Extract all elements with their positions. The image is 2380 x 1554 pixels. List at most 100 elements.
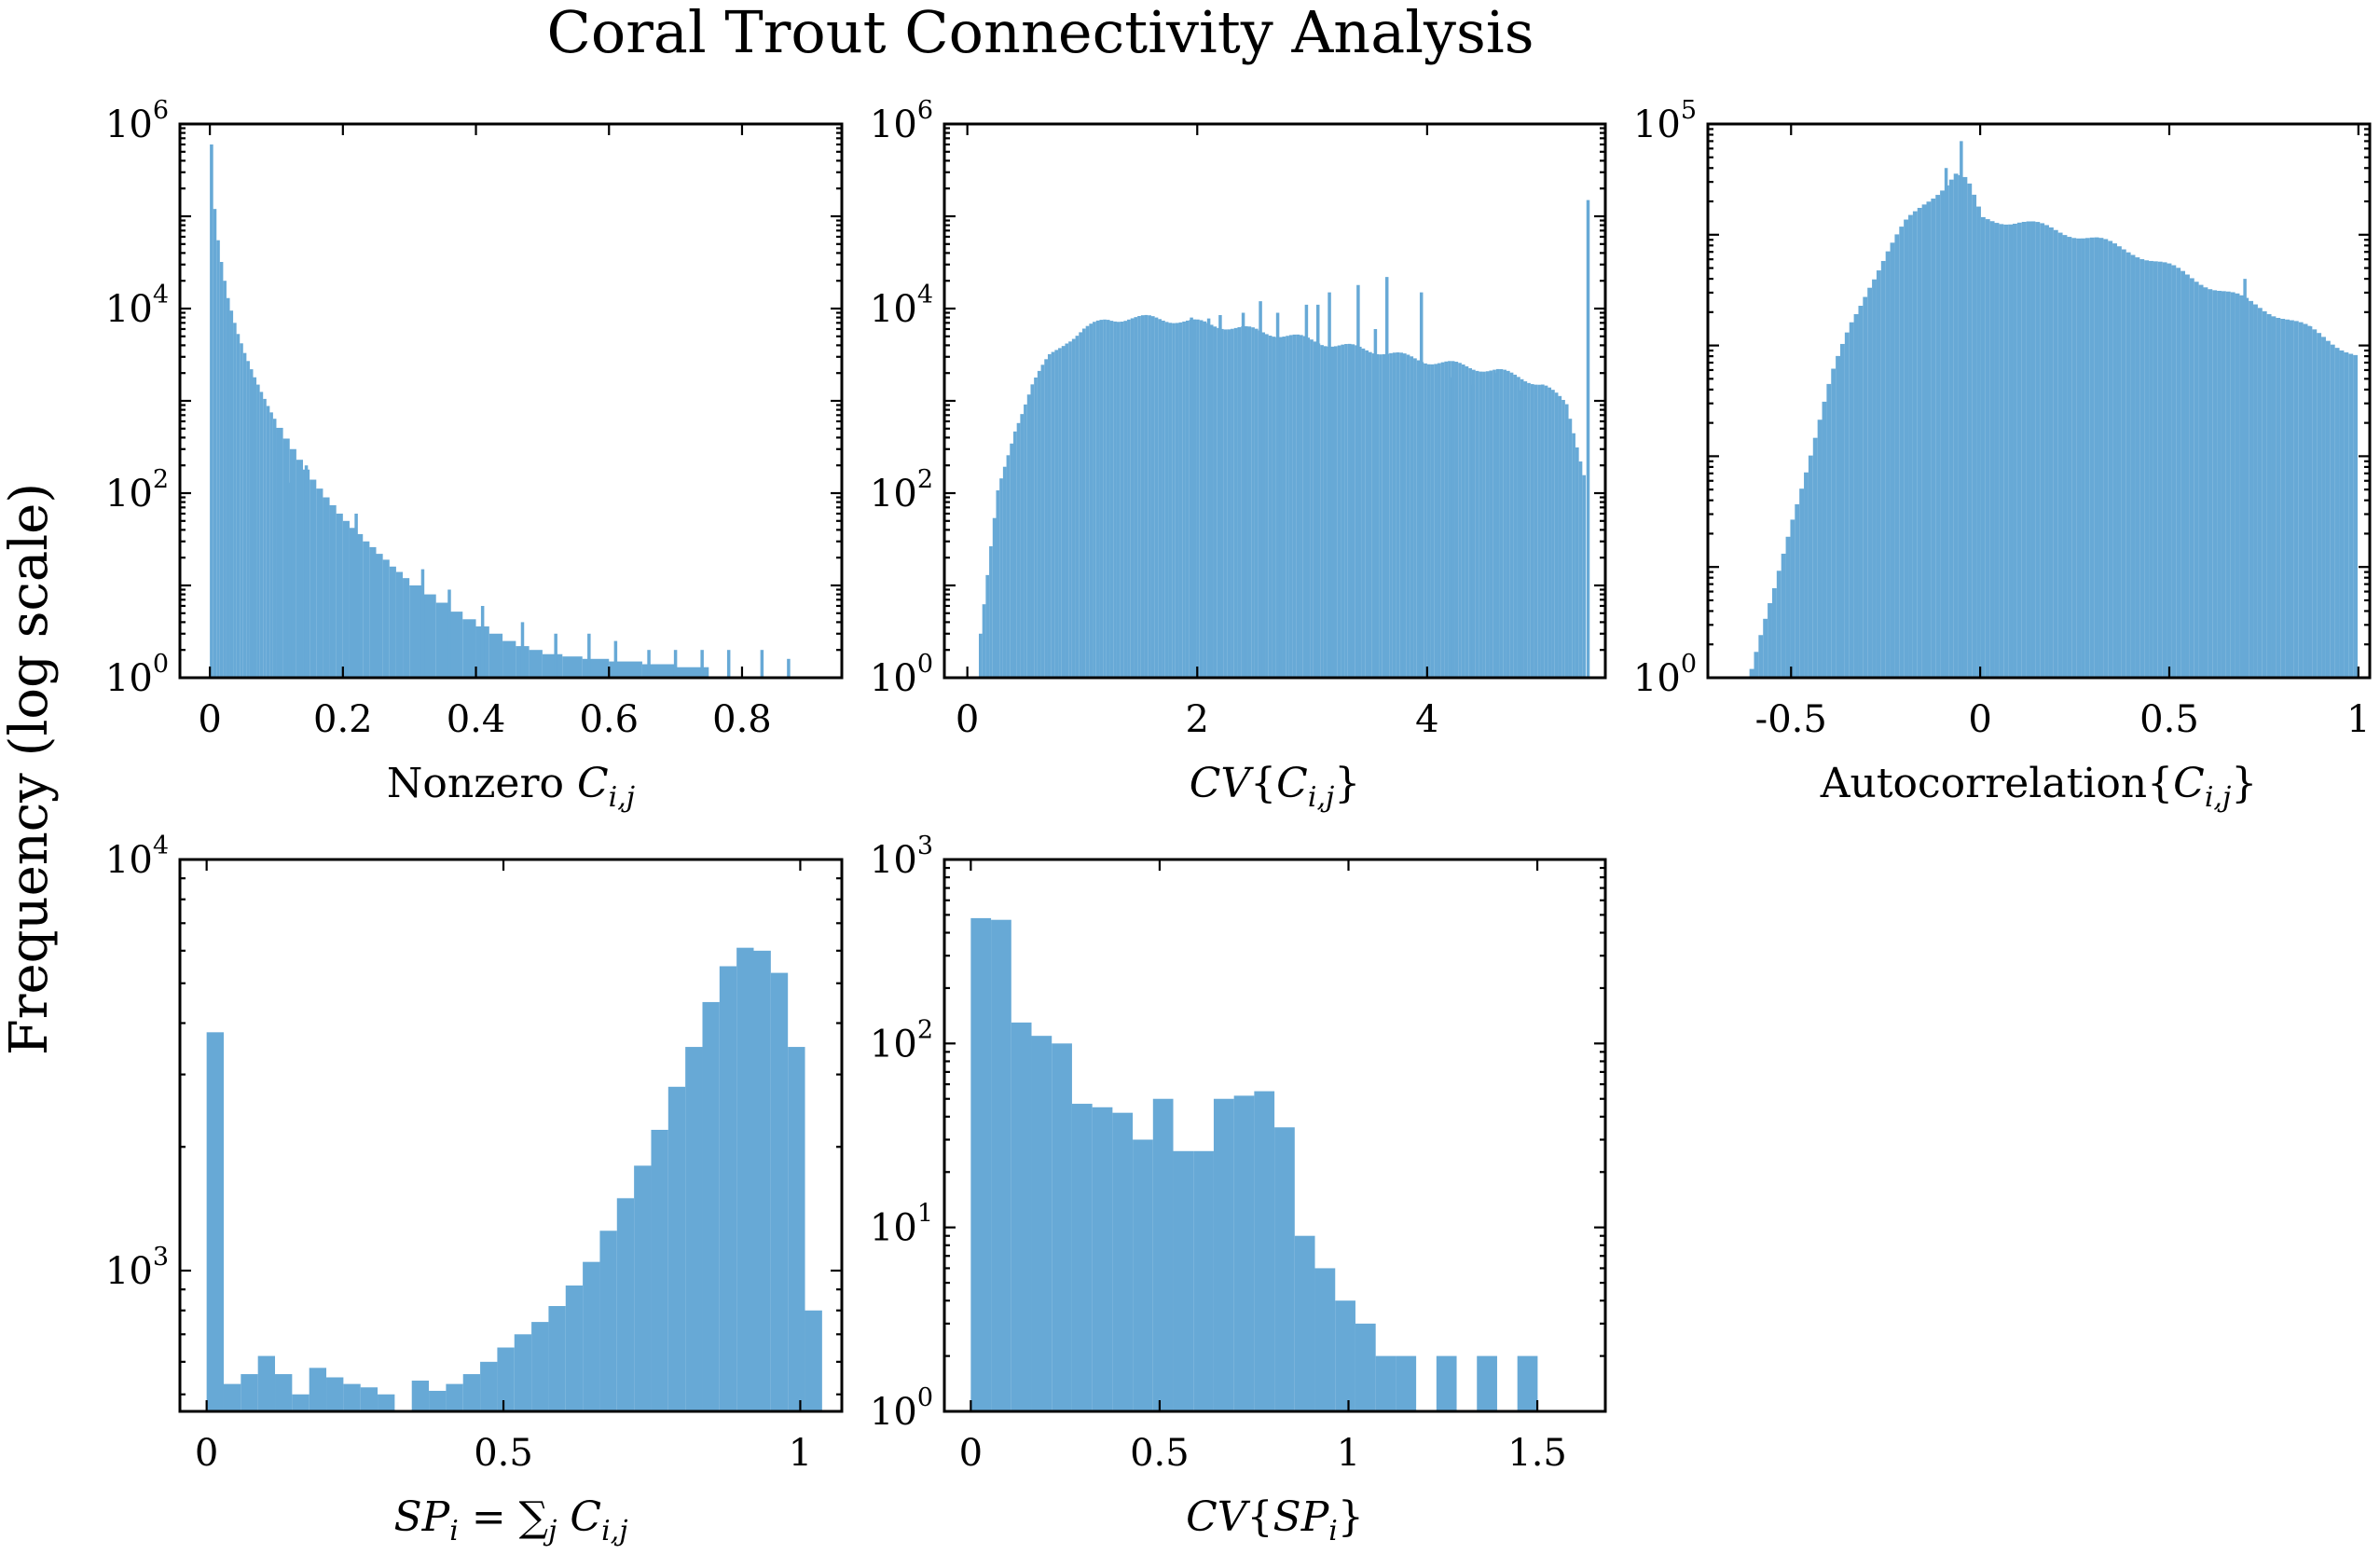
bar-autocorr-79 <box>2108 241 2113 678</box>
bar-autocorr-68 <box>2057 232 2063 678</box>
bar-autocorr-99 <box>2198 284 2204 678</box>
bar-cv_cij-46 <box>1137 315 1141 678</box>
bar-cv_cij-153 <box>1506 370 1510 678</box>
bar-cv_cij-149 <box>1493 369 1496 678</box>
bar-cv_cij-165 <box>1548 387 1552 678</box>
bar-cv_cij-1 <box>982 604 986 678</box>
bar-autocorr-71 <box>2071 238 2077 679</box>
bar-nonzero-52 <box>582 658 610 678</box>
bar-nonzero-53 <box>609 661 642 678</box>
bar-autocorr-0 <box>1749 668 1754 678</box>
bar-autocorr-16 <box>1822 401 1827 678</box>
bar-autocorr-94 <box>2176 268 2181 678</box>
bars-autocorr <box>1749 141 2359 679</box>
bar-cv_cij-47 <box>1140 315 1145 678</box>
bar-cv_sp-2 <box>1011 1022 1032 1411</box>
bar-sp-35 <box>805 1310 822 1411</box>
x-axis-label-cv_cij: CV{Ci,j} <box>1190 760 1361 814</box>
bar-cv_sp-6 <box>1092 1107 1113 1411</box>
bar-cv_cij-144 <box>1475 370 1479 678</box>
axes-frame-cv_sp <box>942 858 1607 1413</box>
bar-autocorr-25 <box>1863 296 1868 678</box>
bars-nonzero <box>210 144 791 678</box>
bar-cv_cij-112 <box>1365 350 1369 678</box>
bar-cv_cij-19 <box>1044 359 1048 678</box>
bar-cv_cij-173 <box>1575 447 1579 678</box>
bar-cv_sp-3 <box>1031 1036 1052 1411</box>
bar-nonzero-25 <box>310 479 317 678</box>
bar-cv_cij-110 <box>1357 346 1362 678</box>
bar-cv_cij-22 <box>1054 350 1059 678</box>
bar-nonzero-6 <box>229 310 234 678</box>
bar-autocorr-10 <box>1795 503 1800 678</box>
bar-autocorr-86 <box>2139 259 2145 678</box>
bar-autocorr-12 <box>1804 472 1809 678</box>
bar-cv_cij-40 <box>1116 322 1121 678</box>
bar-cv_cij-132 <box>1434 364 1438 678</box>
bar-cv_cij-83 <box>1265 334 1269 678</box>
bar-cv_cij-97 <box>1313 341 1317 678</box>
bar-autocorr-125 <box>2317 333 2322 678</box>
bar-cv_cij-117 <box>1382 353 1386 678</box>
bar-cv_cij-172 <box>1572 433 1575 678</box>
bar-cv_cij-2 <box>985 574 990 678</box>
bar-autocorr-61 <box>2026 221 2031 679</box>
bar-nonzero-12 <box>249 369 254 678</box>
bar-sp-20 <box>548 1306 566 1411</box>
xtick-label-sp-1: 0.5 <box>474 1432 533 1475</box>
bar-autocorr-41 <box>1935 195 1941 678</box>
bar-autocorr-29 <box>1880 260 1886 678</box>
bar-autocorr-117 <box>2280 319 2286 678</box>
bar-autocorr-69 <box>2062 235 2068 679</box>
bar-cv_cij-88 <box>1282 337 1286 678</box>
bar-cv_cij-147 <box>1485 371 1490 678</box>
bar-nonzero-3 <box>219 261 224 678</box>
bar-cv_cij-171 <box>1568 419 1573 678</box>
bar-cv_cij-6 <box>999 478 1003 678</box>
bar-nonzero-47 <box>502 640 516 678</box>
bar-nonzero-40 <box>409 585 423 678</box>
bar-cv_sp-27 <box>1517 1355 1538 1411</box>
bar-sp-34 <box>788 1047 805 1411</box>
bar-cv_cij-38 <box>1109 321 1114 678</box>
ytick-label-cv_sp-2: 102 <box>870 1015 933 1066</box>
xtick-label-sp-0: 0 <box>195 1432 218 1475</box>
bar-autocorr-9 <box>1790 519 1795 678</box>
bar-nonzero-0 <box>210 144 213 678</box>
bar-autocorr-70 <box>2067 237 2072 678</box>
bar-nonzero-17 <box>266 406 270 678</box>
bar-autocorr-18 <box>1831 368 1837 678</box>
bar-cv_sp-12 <box>1213 1098 1234 1411</box>
bar-autocorr-54 <box>1994 223 2000 678</box>
bar-autocorr-17 <box>1826 383 1832 678</box>
bar-sp-33 <box>770 972 789 1411</box>
bar-cv_cij-134 <box>1440 362 1445 678</box>
bar-autocorr-55 <box>1999 224 2004 679</box>
ytick-label-nonzero-1: 102 <box>105 465 169 516</box>
bar-sp-6 <box>309 1368 327 1411</box>
bar-cv_cij-102 <box>1330 346 1334 678</box>
bar-autocorr-42 <box>1940 190 1945 678</box>
bar-sp-9 <box>360 1387 378 1411</box>
bar-sp-8 <box>343 1383 361 1411</box>
bar-cv_cij-57 <box>1175 323 1179 678</box>
bar-autocorr-34 <box>1904 219 1909 678</box>
bar-autocorr-59 <box>2016 222 2022 678</box>
bar-autocorr-85 <box>2135 257 2140 678</box>
bar-autocorr-124 <box>2312 329 2318 678</box>
bar-nonzero-30 <box>342 520 350 678</box>
bar-cv_cij-154 <box>1509 372 1514 678</box>
bar-nonzero-41 <box>422 594 436 678</box>
bar-autocorr-22 <box>1849 322 1854 678</box>
bar-cv_cij-51 <box>1154 317 1159 678</box>
bar-nonzero-35 <box>376 554 383 678</box>
bar-autocorr-51 <box>1980 216 1986 678</box>
bar-cv_cij-139 <box>1458 363 1462 678</box>
bar-cv_sp-19 <box>1355 1323 1376 1411</box>
bar-autocorr-1 <box>1754 652 1759 678</box>
x-axis-label-sp: SPi = ∑j Ci,j <box>393 1493 627 1547</box>
bar-autocorr-23 <box>1853 313 1859 678</box>
bar-nonzero-37 <box>389 566 396 678</box>
bar-cv_cij-87 <box>1278 337 1283 678</box>
bar-autocorr-32 <box>1894 234 1900 678</box>
